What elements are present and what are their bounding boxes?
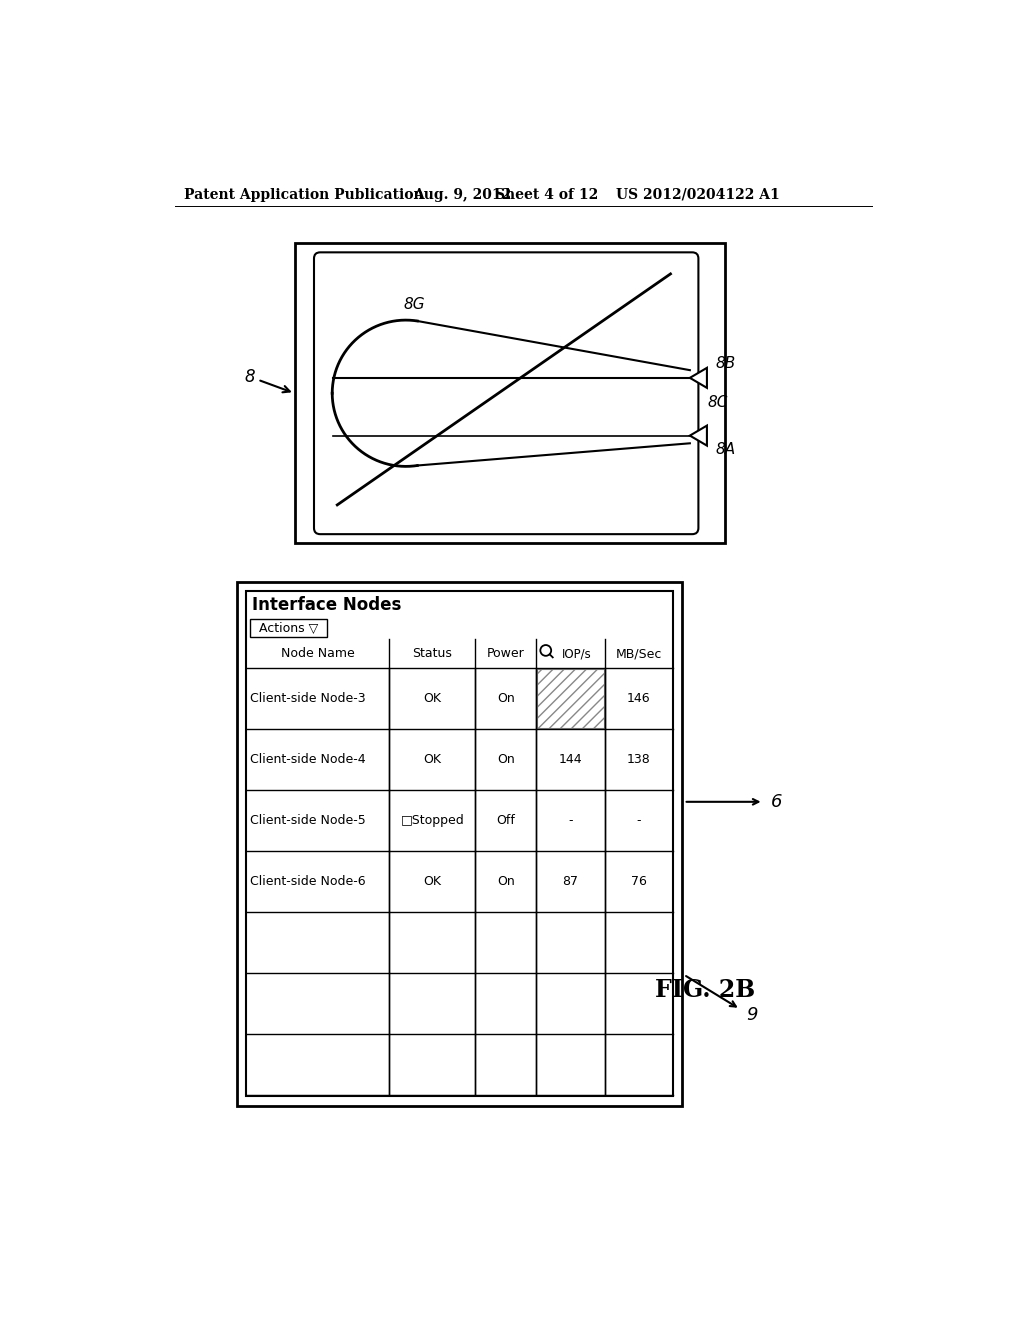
Text: OK: OK: [423, 752, 441, 766]
Text: □Stopped: □Stopped: [400, 814, 464, 828]
Text: 9: 9: [746, 1006, 758, 1023]
Text: Patent Application Publication: Patent Application Publication: [183, 187, 424, 202]
Text: 8: 8: [245, 368, 290, 392]
Text: Node Name: Node Name: [281, 647, 354, 660]
Text: On: On: [497, 692, 515, 705]
Polygon shape: [690, 368, 707, 388]
Bar: [250, 619, 328, 638]
Text: 8A: 8A: [716, 442, 735, 457]
Text: 8G: 8G: [403, 297, 425, 313]
FancyBboxPatch shape: [314, 252, 698, 535]
Text: Status: Status: [413, 647, 453, 660]
Bar: [538, 669, 604, 729]
Text: 8C: 8C: [708, 396, 728, 411]
Text: Client-side Node-5: Client-side Node-5: [251, 814, 367, 828]
Text: OK: OK: [423, 875, 441, 888]
Text: 76: 76: [631, 875, 647, 888]
Text: Client-side Node-3: Client-side Node-3: [251, 692, 366, 705]
Text: Actions ▽: Actions ▽: [259, 622, 318, 635]
Text: Client-side Node-4: Client-side Node-4: [251, 752, 366, 766]
Text: US 2012/0204122 A1: US 2012/0204122 A1: [616, 187, 780, 202]
Text: IOP/s: IOP/s: [562, 647, 592, 660]
Text: 8B: 8B: [716, 356, 735, 371]
Text: Sheet 4 of 12: Sheet 4 of 12: [495, 187, 598, 202]
Text: FIG. 2B: FIG. 2B: [655, 978, 755, 1002]
Text: -: -: [637, 814, 641, 828]
Text: Power: Power: [487, 647, 525, 660]
Bar: [237, 582, 682, 1106]
Text: OK: OK: [423, 692, 441, 705]
Bar: [295, 243, 725, 544]
Text: 144: 144: [559, 752, 583, 766]
Text: Off: Off: [497, 814, 515, 828]
Bar: [246, 591, 673, 1096]
Text: 146: 146: [627, 692, 650, 705]
Text: Interface Nodes: Interface Nodes: [252, 595, 401, 614]
Polygon shape: [690, 425, 707, 446]
Text: On: On: [497, 875, 515, 888]
Text: MB/Sec: MB/Sec: [615, 647, 662, 660]
Text: On: On: [497, 752, 515, 766]
Text: Aug. 9, 2012: Aug. 9, 2012: [414, 187, 511, 202]
Text: 6: 6: [771, 793, 782, 810]
Text: 87: 87: [562, 875, 579, 888]
Text: Client-side Node-6: Client-side Node-6: [251, 875, 366, 888]
Text: -: -: [568, 814, 572, 828]
Text: 138: 138: [627, 752, 650, 766]
